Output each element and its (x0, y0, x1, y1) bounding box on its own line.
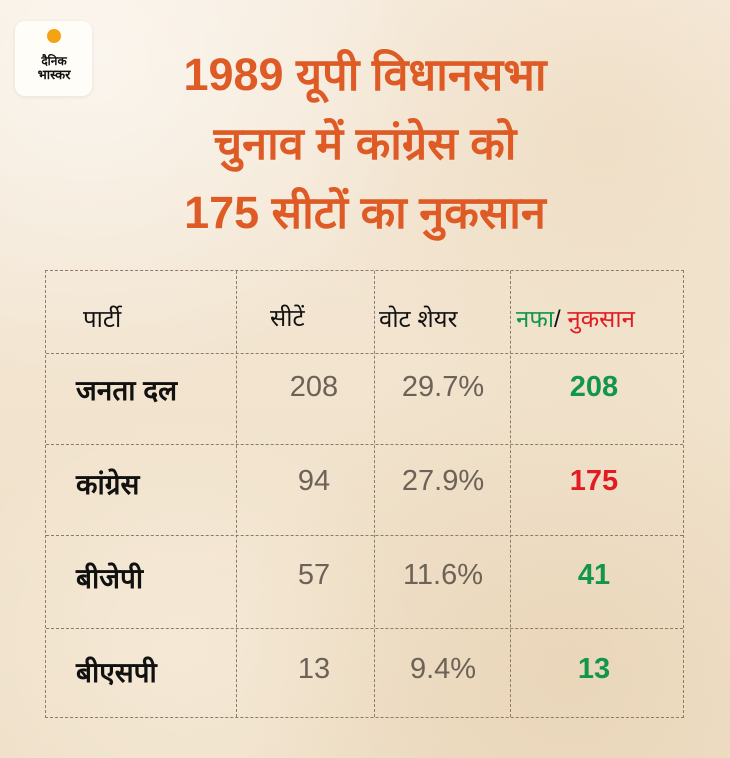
table-row-1-party: जनता दल (76, 375, 178, 406)
table-row-2-vote-share: 27.9% (401, 465, 485, 497)
table-row-4-vote-share: 9.4% (409, 653, 477, 685)
results-table: पार्टी सीटें वोट शेयर नफा/ नुकसान जनता द… (45, 270, 684, 718)
header-seats: सीटें (270, 305, 305, 332)
logo-line-2: भास्कर (37, 67, 71, 82)
table-row-3-seats: 57 (297, 559, 331, 591)
table-divider-row-3 (46, 535, 683, 536)
logo-text: दैनिक भास्कर (25, 54, 83, 82)
header-gain: नफा (516, 306, 555, 333)
table-row-4-change: 13 (577, 653, 611, 685)
header-slash: / (554, 306, 561, 333)
table-divider-row-1 (46, 353, 683, 354)
table-row-1-seats: 208 (289, 371, 339, 403)
page-title-line-3: 175 सीटों का नुकसान (184, 187, 546, 238)
table-row-1-vote-share: 29.7% (401, 371, 485, 403)
table-row-3-change: 41 (577, 559, 611, 591)
table-divider-col-1 (236, 271, 237, 717)
table-row-3-party: बीजेपी (76, 563, 144, 594)
table-divider-col-2 (374, 271, 375, 717)
table-divider-row-2 (46, 444, 683, 445)
page-title-line-2: चुनाव में कांग्रेस को (213, 118, 517, 169)
table-divider-col-3 (510, 271, 511, 717)
sun-icon (47, 29, 61, 43)
logo-line-1: दैनिक (41, 54, 67, 68)
header-gain-loss: नफा/ नुकसान (516, 302, 635, 335)
table-row-1-change: 208 (569, 371, 619, 403)
table-row-2-change: 175 (569, 465, 619, 497)
table-divider-row-4 (46, 628, 683, 629)
table-row-3-vote-share: 11.6% (402, 559, 484, 591)
header-vote-share: वोट शेयर (379, 306, 458, 333)
header-loss: नुकसान (567, 306, 635, 333)
table-row-2-party: कांग्रेस (76, 469, 140, 500)
table-row-4-seats: 13 (297, 653, 331, 685)
table-row-2-seats: 94 (297, 465, 331, 497)
page-title-line-1: 1989 यूपी विधानसभा (183, 49, 547, 100)
header-party: पार्टी (83, 306, 122, 333)
brand-logo: दैनिक भास्कर (15, 21, 92, 96)
table-row-4-party: बीएसपी (76, 657, 157, 688)
